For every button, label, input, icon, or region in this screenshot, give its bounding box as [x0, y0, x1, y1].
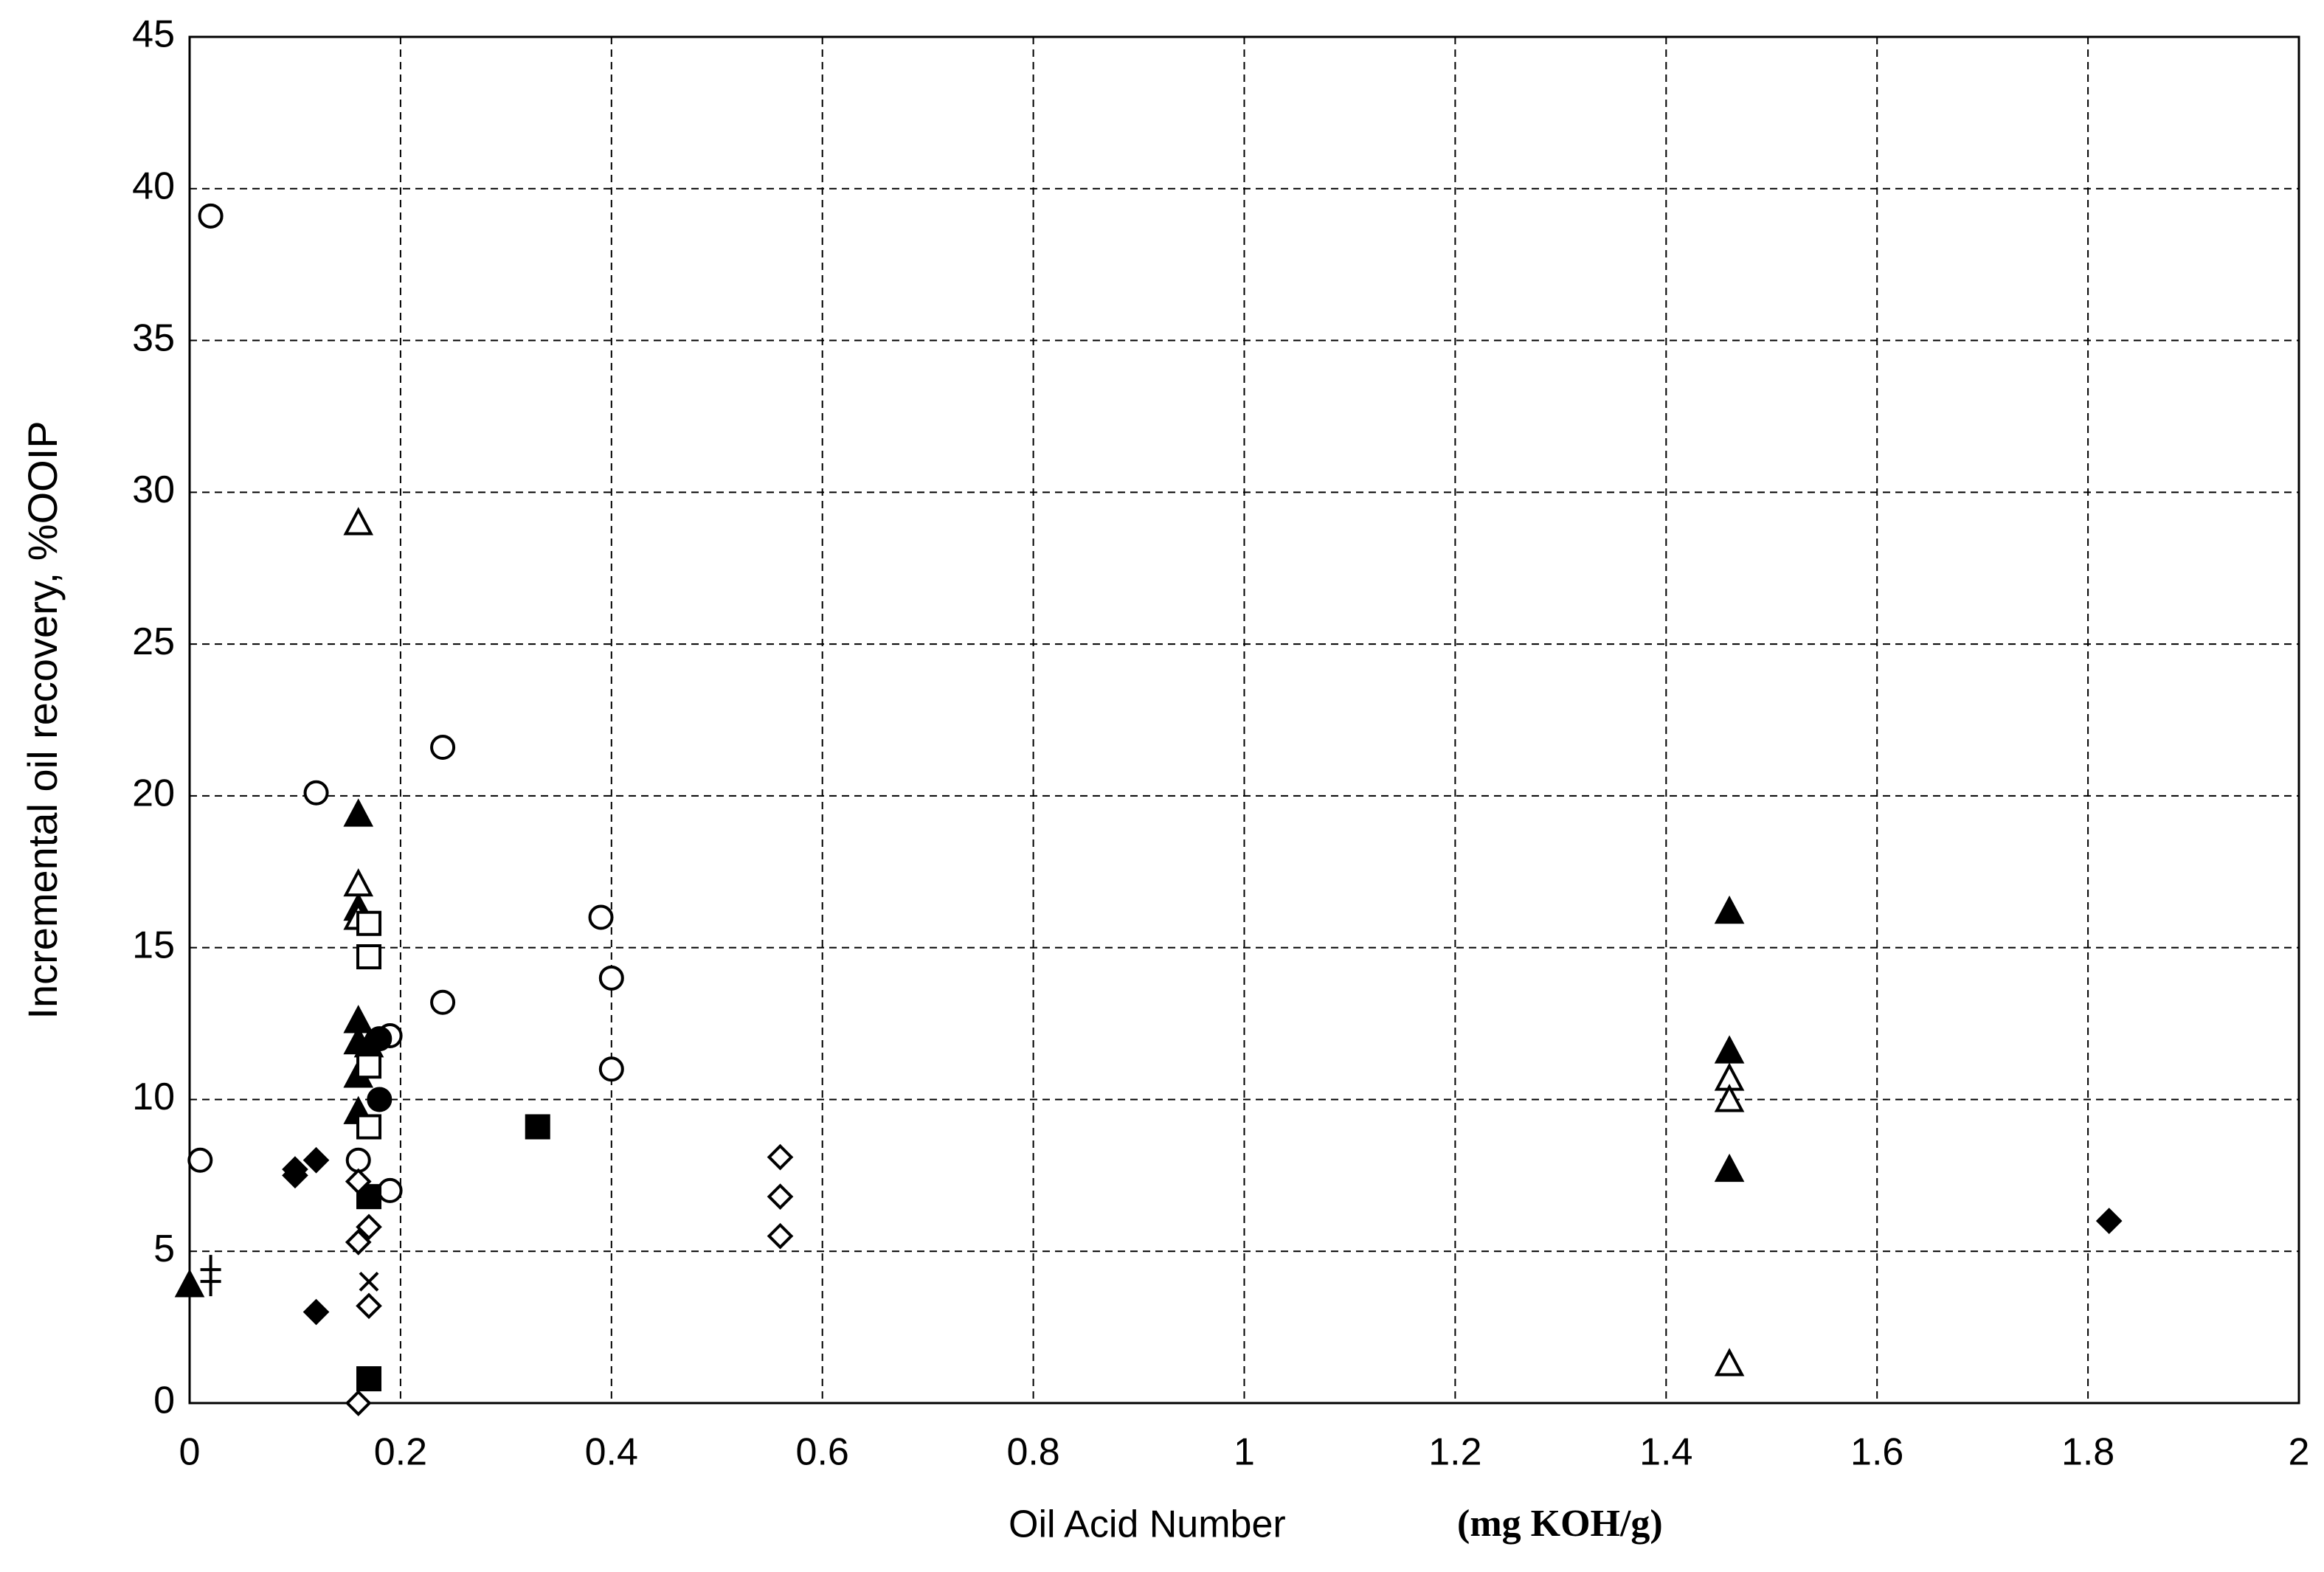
x-tick-label: 1.4: [1639, 1431, 1692, 1474]
data-point: [345, 1390, 372, 1416]
y-tick-label: 20: [132, 772, 175, 815]
y-tick-label: 25: [132, 620, 175, 663]
data-point: [367, 1087, 392, 1112]
data-point: [1714, 1084, 1745, 1112]
data-point: [303, 780, 329, 806]
data-point: [377, 1177, 403, 1203]
x-tick-label: 1: [1234, 1431, 1255, 1474]
x-tick-label: 0.8: [1006, 1431, 1059, 1474]
y-tick-label: 15: [132, 924, 175, 966]
data-point: [356, 1114, 382, 1140]
data-point: [174, 1269, 205, 1298]
data-point: [1714, 1348, 1745, 1377]
data-point: [430, 989, 456, 1015]
y-tick-label: 30: [132, 468, 175, 511]
data-point: [345, 1147, 371, 1173]
data-point: [356, 910, 382, 936]
data-point: [200, 1255, 221, 1297]
data-point: [1714, 896, 1745, 924]
y-tick-label: 0: [153, 1379, 175, 1422]
plot-frame: [188, 35, 2300, 1405]
data-point: [588, 904, 614, 930]
data-point: [198, 203, 224, 229]
data-point: [345, 1229, 372, 1256]
x-tick-label: 1.2: [1428, 1431, 1481, 1474]
data-point: [343, 868, 374, 897]
data-point: [356, 1213, 382, 1241]
data-point: [767, 1222, 794, 1250]
y-tick-label: 40: [132, 165, 175, 208]
data-point: [2095, 1208, 2123, 1234]
data-point: [302, 1146, 330, 1174]
y-tick-label: 45: [132, 13, 175, 56]
data-point: [356, 1366, 382, 1392]
data-point: [1714, 1153, 1745, 1183]
data-point: [187, 1147, 213, 1173]
y-tick-label: 5: [153, 1228, 175, 1270]
data-point: [525, 1114, 550, 1140]
data-point: [430, 735, 456, 761]
y-axis-label: Incremental oil recovery, %OOIP: [19, 420, 66, 1019]
x-tick-label: 0: [179, 1431, 201, 1474]
data-point: [1714, 1035, 1745, 1064]
data-point: [598, 965, 624, 991]
y-tick-label: 10: [132, 1076, 175, 1118]
data-point: [282, 1156, 308, 1183]
x-tick-label: 1.8: [2061, 1431, 2114, 1474]
x-axis-label: Oil Acid Number: [1009, 1503, 1286, 1546]
data-point: [302, 1298, 330, 1326]
x-tick-label: 0.2: [374, 1431, 427, 1474]
data-point: [343, 798, 374, 827]
y-tick-label: 35: [132, 316, 175, 359]
data-point: [356, 1053, 382, 1079]
data-point: [598, 1056, 624, 1082]
x-tick-label: 0.4: [585, 1431, 638, 1474]
x-axis-unit: (mg KOH/g): [1457, 1503, 1663, 1545]
data-point: [767, 1143, 794, 1171]
x-tick-label: 1.6: [1850, 1431, 1903, 1474]
x-tick-label: 0.6: [796, 1431, 849, 1474]
data-point: [345, 1168, 372, 1195]
data-point: [767, 1183, 794, 1210]
data-point: [359, 1271, 379, 1292]
data-point: [356, 944, 382, 970]
data-point: [356, 1292, 382, 1320]
x-tick-label: 2: [2289, 1431, 2310, 1474]
data-point: [343, 507, 374, 536]
